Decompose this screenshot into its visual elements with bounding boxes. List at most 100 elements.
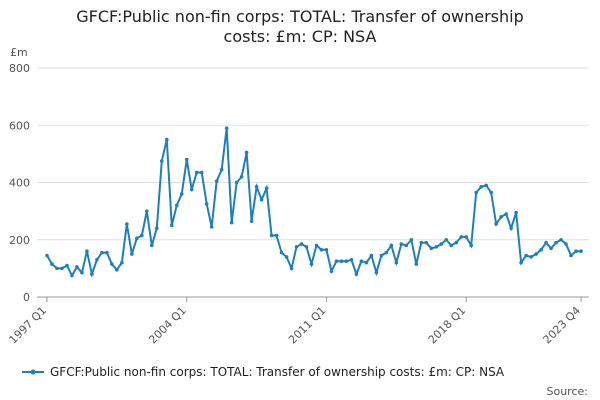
point bbox=[279, 250, 284, 255]
point bbox=[174, 203, 179, 208]
point bbox=[189, 187, 194, 192]
point bbox=[439, 242, 444, 246]
point bbox=[304, 245, 309, 249]
point bbox=[105, 250, 109, 255]
point bbox=[115, 268, 119, 272]
point bbox=[239, 174, 244, 179]
point bbox=[519, 260, 523, 265]
y-tick-label: 400 bbox=[9, 177, 30, 190]
point bbox=[479, 184, 483, 189]
point bbox=[459, 235, 464, 239]
point bbox=[539, 247, 543, 252]
point bbox=[454, 240, 459, 245]
point bbox=[204, 202, 209, 206]
point bbox=[75, 265, 79, 269]
point bbox=[55, 266, 59, 271]
point bbox=[449, 243, 454, 248]
point bbox=[549, 246, 553, 251]
point bbox=[194, 170, 199, 175]
point bbox=[309, 262, 314, 266]
point bbox=[85, 249, 89, 253]
point bbox=[504, 212, 508, 216]
point bbox=[110, 262, 114, 266]
point bbox=[484, 183, 488, 188]
point bbox=[329, 269, 334, 274]
point bbox=[294, 245, 299, 249]
point bbox=[60, 266, 64, 271]
legend-label: GFCF:Public non-fin corps: TOTAL: Transf… bbox=[50, 365, 505, 379]
point bbox=[289, 266, 294, 271]
point bbox=[80, 270, 84, 275]
point bbox=[469, 243, 474, 248]
point bbox=[154, 226, 159, 231]
point bbox=[364, 260, 369, 265]
point bbox=[140, 233, 144, 238]
point bbox=[339, 259, 344, 264]
point bbox=[474, 190, 478, 195]
point bbox=[399, 242, 404, 246]
point bbox=[179, 192, 184, 196]
x-tick-label: 2018 Q1 bbox=[426, 304, 469, 347]
point bbox=[349, 257, 354, 262]
point bbox=[249, 219, 254, 223]
point bbox=[404, 243, 409, 248]
y-unit: £m bbox=[10, 46, 28, 59]
point bbox=[389, 243, 394, 248]
point bbox=[135, 236, 139, 241]
point bbox=[100, 250, 104, 255]
point bbox=[259, 197, 264, 202]
point bbox=[164, 137, 169, 142]
y-tick-label: 600 bbox=[9, 119, 30, 132]
point bbox=[334, 259, 339, 264]
point bbox=[50, 262, 54, 266]
point bbox=[274, 233, 279, 238]
point bbox=[199, 170, 204, 175]
point bbox=[384, 250, 389, 255]
point bbox=[234, 180, 239, 185]
point bbox=[125, 222, 129, 226]
point bbox=[559, 237, 563, 242]
point bbox=[145, 209, 149, 213]
point bbox=[419, 240, 424, 245]
point bbox=[394, 260, 399, 265]
chart-title: GFCF:Public non-fin corps: TOTAL: Transf… bbox=[76, 7, 524, 26]
point bbox=[219, 167, 224, 172]
point bbox=[319, 247, 324, 252]
point bbox=[214, 179, 219, 183]
point bbox=[95, 257, 99, 262]
x-tick-label: 2011 Q1 bbox=[286, 304, 329, 347]
point bbox=[444, 237, 449, 242]
point bbox=[359, 259, 364, 264]
point bbox=[544, 240, 548, 245]
point bbox=[159, 159, 164, 163]
point bbox=[324, 247, 329, 252]
x-tick-label: 2004 Q1 bbox=[146, 304, 189, 347]
point bbox=[564, 242, 568, 246]
point bbox=[579, 249, 583, 253]
legend-marker bbox=[30, 369, 36, 375]
point bbox=[224, 126, 229, 130]
point bbox=[574, 249, 578, 253]
point bbox=[130, 252, 134, 256]
point bbox=[489, 190, 493, 195]
point bbox=[269, 233, 274, 238]
point bbox=[299, 242, 304, 246]
point bbox=[120, 260, 124, 265]
point bbox=[169, 223, 174, 228]
point bbox=[344, 259, 349, 264]
y-tick-label: 0 bbox=[23, 291, 30, 304]
point bbox=[284, 255, 289, 259]
point bbox=[65, 263, 69, 268]
y-tick-label: 800 bbox=[9, 62, 30, 75]
point bbox=[374, 270, 379, 275]
point bbox=[434, 245, 439, 249]
x-tick-label: 1997 Q1 bbox=[7, 304, 50, 347]
point bbox=[514, 210, 518, 215]
point bbox=[369, 253, 374, 258]
point bbox=[379, 253, 384, 258]
point bbox=[184, 157, 189, 162]
point bbox=[414, 262, 419, 266]
point bbox=[264, 186, 269, 191]
point bbox=[509, 226, 513, 231]
